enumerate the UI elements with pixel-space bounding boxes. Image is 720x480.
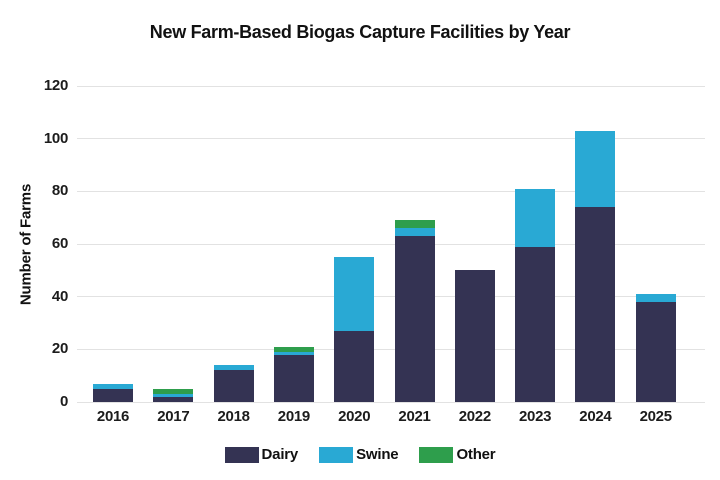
bar-segment-dairy-2022	[454, 270, 495, 402]
gridline-y120	[77, 85, 705, 87]
gridline-y60	[77, 243, 705, 245]
bar-2021	[394, 220, 435, 402]
bar-segment-dairy-2020	[334, 330, 375, 402]
y-tick-label: 20	[51, 340, 68, 358]
bar-2017	[153, 388, 194, 402]
bar-2023	[515, 188, 556, 402]
legend-label-other: Other	[456, 446, 496, 463]
x-tick-label-2024: 2024	[579, 408, 612, 425]
legend: Dairy Swine Other	[0, 446, 720, 463]
bar-segment-swine-2020	[334, 257, 375, 331]
bar-2020	[334, 257, 375, 402]
bar-segment-swine-2023	[515, 188, 556, 247]
gridline-y0	[77, 401, 705, 403]
gridline-y100	[77, 138, 705, 140]
y-tick-label: 120	[43, 77, 68, 94]
x-tick-label-2016: 2016	[96, 408, 130, 425]
bar-segment-swine-2017	[153, 394, 194, 397]
bar-2022	[454, 270, 495, 402]
bar-2019	[273, 346, 314, 402]
bar-2016	[93, 383, 133, 402]
bar-segment-dairy-2024	[575, 207, 616, 402]
x-tick-label-2017: 2017	[157, 408, 190, 425]
y-tick-label: 40	[51, 287, 68, 305]
y-tick-label: 60	[51, 235, 68, 252]
x-tick-label-2018: 2018	[217, 408, 250, 425]
gridline-y40	[77, 296, 705, 298]
y-tick-label: 100	[43, 129, 68, 147]
bar-segment-dairy-2018	[213, 370, 254, 402]
bar-segment-other-2017	[153, 388, 194, 395]
bar-segment-dairy-2021	[394, 236, 435, 402]
gridline-y80	[77, 190, 705, 192]
legend-item-other: Other	[419, 446, 496, 463]
bar-2024	[575, 130, 616, 402]
legend-item-dairy: Dairy	[224, 446, 299, 463]
x-tick-label-2021: 2021	[398, 408, 431, 425]
legend-label-swine: Swine	[356, 446, 399, 463]
legend-item-swine: Swine	[319, 446, 399, 463]
x-tick-label-2022: 2022	[458, 408, 491, 425]
bar-segment-swine-2016	[93, 383, 133, 389]
bar-segment-swine-2025	[635, 294, 676, 302]
bar-segment-dairy-2023	[515, 246, 556, 402]
chart-title: New Farm-Based Biogas Capture Facilities…	[149, 22, 571, 42]
x-tick-label-2020: 2020	[338, 408, 371, 425]
bar-segment-swine-2019	[273, 351, 314, 355]
y-tick-label: 80	[51, 182, 68, 200]
bar-segment-swine-2024	[575, 130, 616, 208]
legend-swatch-other	[419, 446, 454, 463]
bar-segment-other-2021	[394, 220, 435, 229]
bar-2018	[213, 365, 254, 402]
bar-segment-swine-2018	[213, 365, 254, 371]
x-tick-label-2025: 2025	[639, 408, 672, 425]
legend-label-dairy: Dairy	[261, 446, 299, 463]
gridline-y20	[77, 348, 705, 350]
bar-segment-dairy-2016	[93, 388, 133, 402]
legend-swatch-swine	[319, 446, 354, 463]
bar-segment-dairy-2025	[635, 301, 676, 402]
bar-segment-other-2019	[273, 346, 314, 352]
x-tick-label-2019: 2019	[277, 408, 310, 425]
bar-segment-dairy-2017	[153, 396, 194, 402]
legend-swatch-dairy	[224, 446, 259, 463]
y-tick-label: 0	[59, 393, 68, 410]
bar-segment-dairy-2019	[273, 354, 314, 402]
x-tick-label-2023: 2023	[519, 408, 552, 425]
bar-2025	[635, 294, 676, 402]
bar-segment-swine-2021	[394, 228, 435, 237]
